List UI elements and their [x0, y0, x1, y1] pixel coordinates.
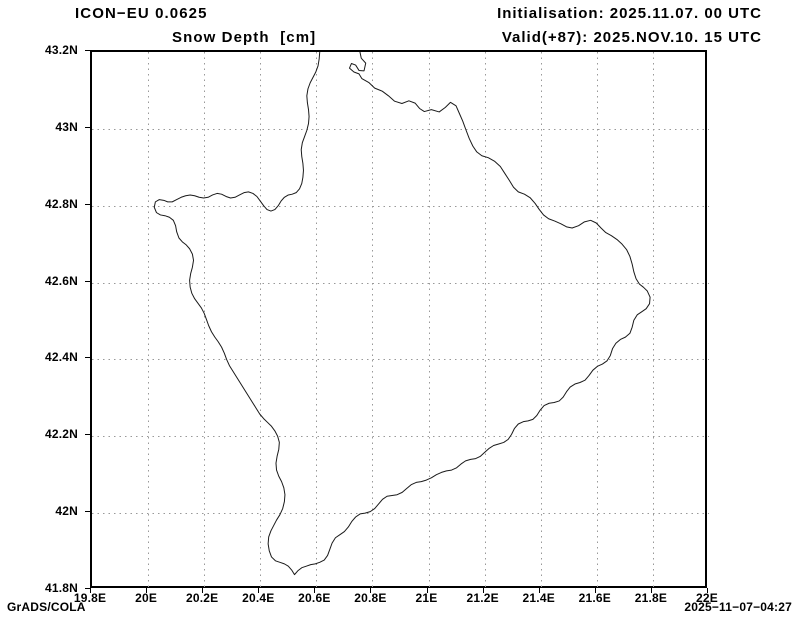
- x-tick-label: 20.4E: [242, 591, 275, 605]
- y-tick-label: 43N: [55, 119, 78, 134]
- initialisation-label: Initialisation: 2025.11.07. 00 UTC: [497, 5, 762, 22]
- y-tick-mark: [85, 281, 90, 282]
- x-tick-mark: [483, 588, 484, 593]
- y-tick-mark: [85, 511, 90, 512]
- y-tick-label: 42.2N: [44, 427, 78, 442]
- x-tick-mark: [707, 588, 708, 593]
- x-tick-label: 21E: [415, 591, 438, 605]
- x-tick-label: 20.8E: [354, 591, 387, 605]
- x-tick-label: 19.8E: [73, 591, 107, 605]
- y-tick-mark: [85, 588, 90, 589]
- field-title: Snow Depth [cm]: [172, 29, 317, 46]
- map-canvas: [92, 52, 709, 590]
- y-tick-label: 42N: [55, 504, 78, 519]
- x-tick-mark: [370, 588, 371, 593]
- y-tick-mark: [85, 204, 90, 205]
- x-tick-label: 21.4E: [522, 591, 555, 605]
- map-plot-area: [90, 50, 709, 590]
- x-tick-label: 22E: [696, 591, 718, 605]
- x-tick-label: 21.8E: [634, 591, 668, 605]
- x-tick-mark: [427, 588, 428, 593]
- x-tick-mark: [146, 588, 147, 593]
- y-tick-label: 43.2N: [44, 43, 78, 57]
- x-tick-mark: [202, 588, 203, 593]
- x-tick-label: 20.6E: [298, 591, 331, 605]
- x-tick-label: 21.6E: [578, 591, 611, 605]
- x-tick-mark: [539, 588, 540, 593]
- y-tick-mark: [85, 357, 90, 358]
- x-tick-mark: [314, 588, 315, 593]
- y-tick-label: 42.4N: [44, 350, 78, 365]
- x-tick-label: 20E: [135, 591, 158, 605]
- x-tick-mark: [258, 588, 259, 593]
- producer-label: GrADS/COLA: [7, 600, 86, 614]
- x-tick-label: 21.2E: [466, 591, 499, 605]
- y-tick-label: 42.8N: [44, 196, 78, 211]
- y-tick-label: 42.6N: [44, 273, 78, 288]
- model-title: ICON−EU 0.0625: [75, 5, 208, 22]
- kosovo-border-outline: [153, 52, 651, 576]
- x-tick-mark: [595, 588, 596, 593]
- render-timestamp: 2025−11−07−04:27: [684, 600, 792, 614]
- y-tick-mark: [85, 434, 90, 435]
- gridlines: [92, 52, 709, 590]
- x-tick-mark: [90, 588, 91, 593]
- x-tick-label: 20.2E: [185, 591, 219, 605]
- y-tick-mark: [85, 127, 90, 128]
- x-tick-mark: [651, 588, 652, 593]
- y-tick-label: 41.8N: [44, 581, 78, 595]
- valid-time-label: Valid(+87): 2025.NOV.10. 15 UTC: [501, 29, 762, 46]
- y-tick-mark: [85, 50, 90, 51]
- country-border: [153, 52, 651, 576]
